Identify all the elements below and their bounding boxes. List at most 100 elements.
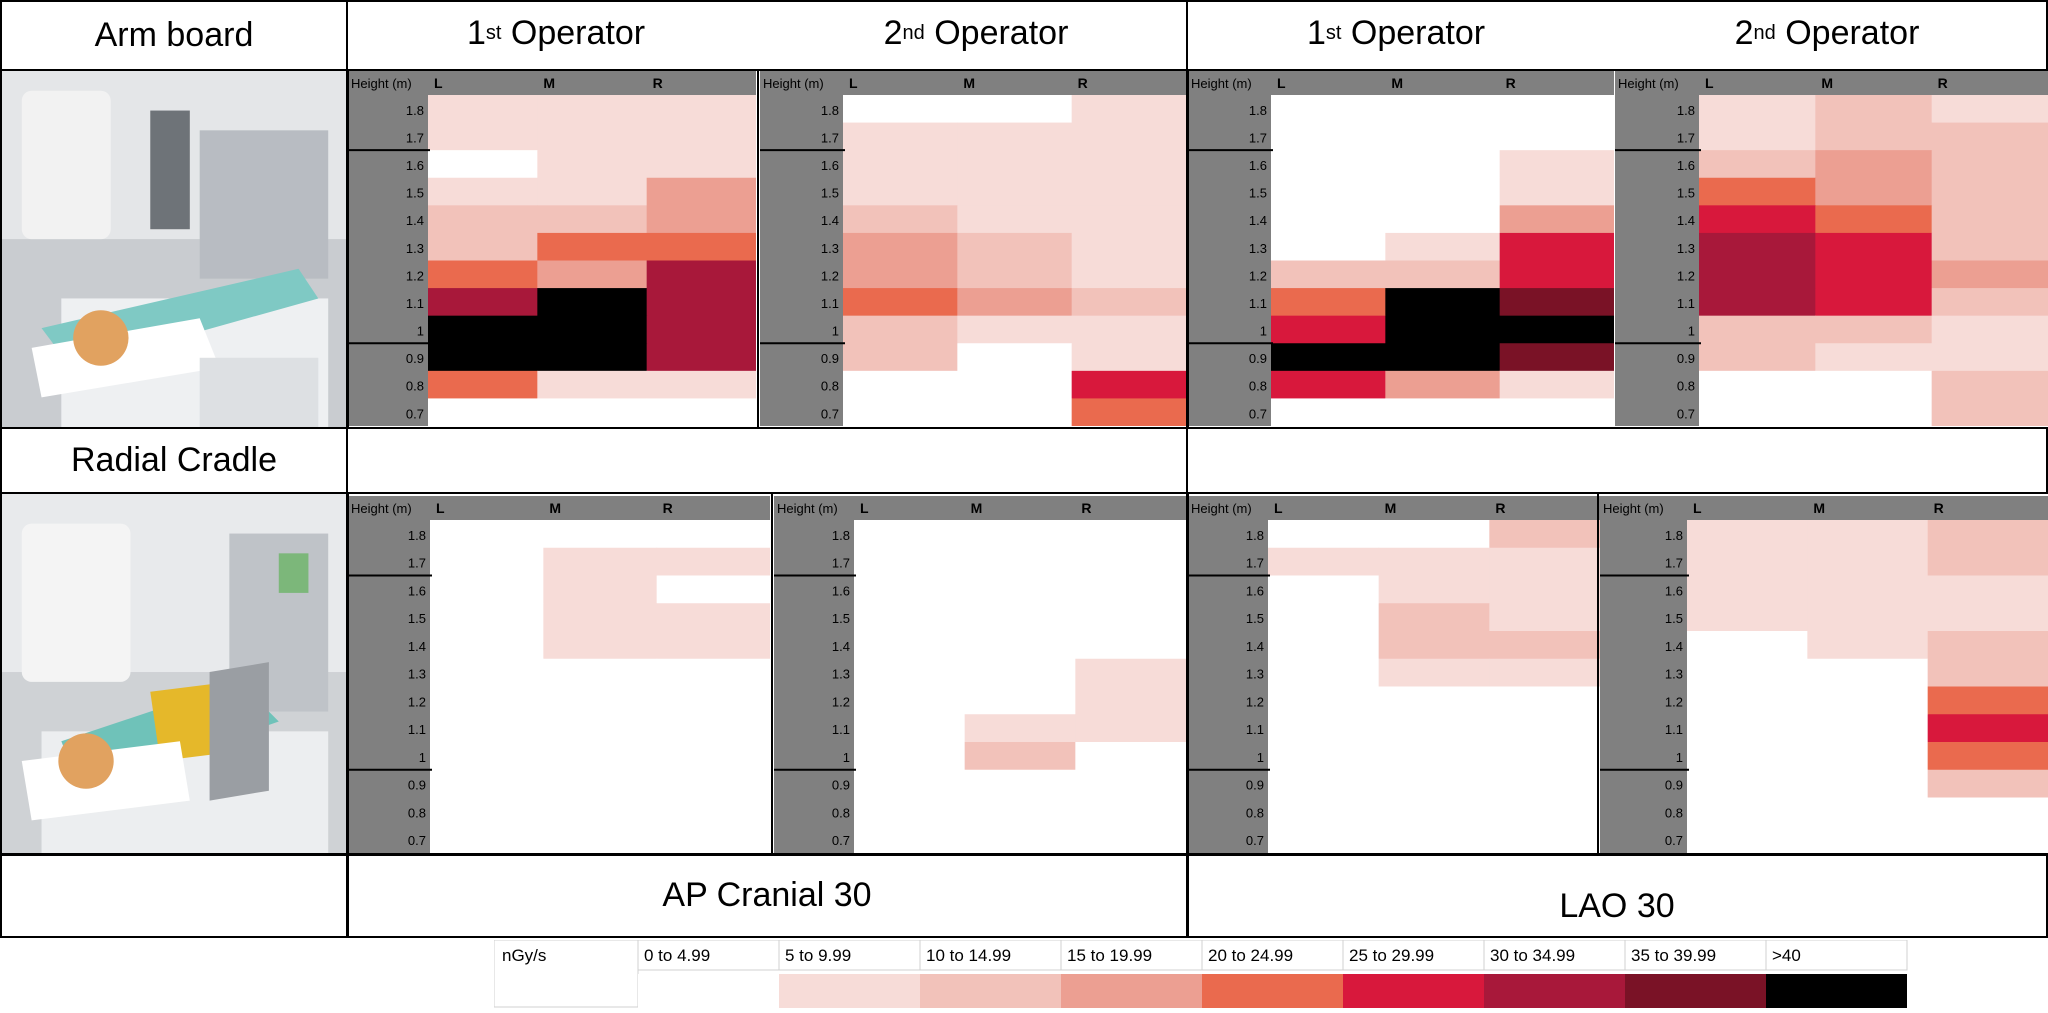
heatmap-cell [1378,686,1490,715]
heatmap-cell [428,232,538,261]
heatmap-cell [1699,398,1816,426]
height-tick-label: 1.3 [406,241,424,256]
heatmap-cell [1815,150,1933,179]
heatmap-cell [964,742,1076,771]
height-tick-label: 1 [1260,324,1267,339]
heatmap-cell [1268,714,1380,743]
heatmap-cell [1268,825,1380,853]
heatmap-cell [1931,177,2048,206]
height-header-label: Height (m) [1618,76,1679,91]
legend-swatch [1484,974,1625,1008]
heatmap-cell [646,370,756,399]
heatmap-cell [843,288,958,317]
heatmap-cell [1687,797,1808,826]
column-label: M [549,500,561,516]
heatmap-cell [1687,631,1808,660]
heatmap-cell [1699,122,1816,151]
heatmap-cell [854,825,966,853]
heatmap-cell [1075,520,1186,549]
height-tick-label: 1.5 [408,611,426,626]
heatmap-cell [537,177,648,206]
heatmap-cell [1075,547,1186,576]
column-label: L [860,500,869,516]
heatmap-cell [1268,547,1380,576]
heatmap-cell [646,260,756,289]
heatmap-cell [1378,575,1490,604]
height-tick-label: 1.6 [408,583,426,598]
spacer-ap [346,427,1188,494]
heatmap-cell [1927,658,2048,687]
heatmap-cell [957,343,1073,372]
heatmap-cell [1271,177,1386,206]
height-tick-label: 1.1 [1665,722,1683,737]
divider-op-lao-lower [1597,494,1599,853]
height-tick-label: 1.6 [832,583,850,598]
heatmap-cell [537,315,648,344]
heatmap-cell [964,547,1076,576]
heatmap-cell [964,714,1076,743]
heatmap-cell [1499,370,1614,399]
heatmap-cell [1071,122,1186,151]
legend-bin-label: 35 to 39.99 [1631,946,1716,965]
column-header-bar [1271,71,1614,95]
height-tick-label: 0.8 [408,805,426,820]
heatmap-cell [646,95,756,124]
heatmap-cell [843,232,958,261]
heatmap-cell [1927,575,2048,604]
height-tick-label: 0.7 [821,406,839,421]
header-lao-cell [1186,0,2048,71]
heatmap-svg: Height (m) L M R 1.8 1.7 1.6 1.5 1.4 1.3 1.2 1.1 1 0.… [1188,496,1600,853]
heatmap-cell [1931,205,2048,234]
heatmap-cell [537,398,648,426]
heatmap-cell [543,797,658,826]
heatmap-cell [1268,520,1380,549]
heatmap-cell [1807,714,1929,743]
heatmap-cell [1815,398,1933,426]
heatmap-cell [1071,177,1186,206]
heatmap-cell [964,769,1076,798]
heatmap-cell [428,177,538,206]
legend-label-cell [1060,939,1203,971]
height-tick-label: 1.4 [821,213,839,228]
heatmap-cell [1499,122,1614,151]
projection-label-lao: LAO 30 [1186,853,2048,938]
heatmap-cell [1927,797,2048,826]
height-tick-label: 1.8 [1677,103,1695,118]
heatmap-cell [428,150,538,179]
height-tick-label: 0.9 [408,778,426,793]
heatmap-cell [1271,343,1386,372]
heatmap-armboard-lao-op2: Height (m) L M R 1.8 1.7 1.6 1.5 1.4 1.3 1.2 1.1 1 0.… [1615,71,2048,426]
heatmap-cradle-ap-op2: Height (m) L M R 1.8 1.7 1.6 1.5 1.4 1.3 1.2 1.1 1 0.… [774,496,1186,853]
heatmap-cell [1271,398,1386,426]
height-tick-label: 0.8 [1665,805,1683,820]
heatmap-cell [1499,232,1614,261]
heatmap-cell [964,575,1076,604]
height-tick-label: 0.7 [1665,833,1683,848]
heatmap-cell [428,260,538,289]
heatmap-cell [1687,603,1808,632]
heatmap-cell [1271,95,1386,124]
legend-bin-label: 25 to 29.99 [1349,946,1434,965]
heatmap-cell [1378,714,1490,743]
heatmap-cell [430,658,544,687]
height-tick-label: 0.8 [832,805,850,820]
heatmap-cell [1807,825,1929,853]
height-tick-label: 0.9 [1246,778,1264,793]
column-label: M [963,75,975,91]
heatmap-cell [1489,547,1600,576]
heatmap-cell [1071,315,1186,344]
heatmap-cell [1499,150,1614,179]
heatmap-cell [1075,769,1186,798]
heatmap-cell [1378,520,1490,549]
heatmap-cell [1815,370,1933,399]
legend-bin-label: 30 to 34.99 [1490,946,1575,965]
heatmap-cell [1075,603,1186,632]
heatmap-cell [1931,398,2048,426]
heatmap-cell [1071,95,1186,124]
heatmap-cell [430,686,544,715]
arm-board-photo-drawing [2,71,346,427]
heatmap-cell [843,177,958,206]
heatmap-cell [1499,315,1614,344]
heatmap-cell [1489,769,1600,798]
legend-swatch [1202,974,1343,1008]
